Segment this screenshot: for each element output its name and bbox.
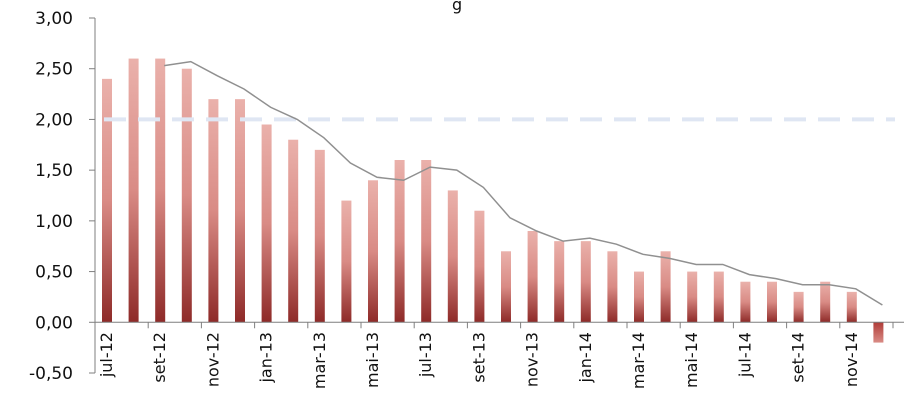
- y-tick-label: 3,00: [35, 9, 73, 29]
- bar: [767, 281, 777, 323]
- bar: [341, 200, 352, 323]
- x-tick-label: nov-12: [203, 332, 222, 387]
- x-tick-label: set-12: [150, 332, 169, 383]
- bar: [554, 241, 565, 323]
- bar: [314, 149, 325, 323]
- bar: [820, 281, 831, 323]
- bar: [208, 99, 219, 323]
- bar: [740, 281, 751, 323]
- bar: [394, 160, 405, 323]
- y-tick-label: 0,00: [35, 313, 73, 333]
- x-tick-label: mai-13: [363, 332, 382, 388]
- x-tick-label: set-14: [789, 332, 808, 383]
- bar: [873, 322, 884, 343]
- x-tick-label: jan-13: [257, 332, 276, 384]
- bar: [846, 291, 857, 323]
- x-tick-label: jan-14: [576, 332, 595, 384]
- bar: [793, 291, 804, 323]
- x-tick-label: jul-12: [97, 332, 116, 378]
- bar: [713, 271, 724, 323]
- y-tick-label: 1,00: [35, 212, 73, 232]
- x-tick-label: nov-14: [842, 332, 861, 387]
- x-tick-label: mai-14: [682, 332, 701, 388]
- trend-line: [164, 60, 883, 306]
- bar: [607, 251, 618, 323]
- y-tick-label: 1,50: [35, 161, 73, 181]
- bar: [261, 124, 272, 323]
- bar: [660, 251, 671, 323]
- bar: [128, 58, 139, 323]
- bar: [288, 139, 299, 323]
- bar: [687, 271, 698, 323]
- y-tick-label: 0,50: [35, 263, 73, 283]
- bar: [421, 160, 432, 323]
- x-tick-label: nov-13: [523, 332, 542, 387]
- y-tick-label: 2,00: [35, 110, 73, 130]
- x-tick-label: jul-14: [735, 332, 754, 378]
- bar: [102, 78, 112, 323]
- y-tick-label: -0,50: [29, 364, 73, 384]
- y-tick-label: 2,50: [35, 60, 73, 80]
- bar: [501, 251, 511, 323]
- plot-area: 3,00 2,50 2,00 1,50 1,00 0,50 0,00 -0,50 jul-12 s…: [29, 9, 904, 389]
- bar: [580, 241, 591, 323]
- bar: [527, 231, 538, 323]
- bar: [235, 99, 245, 323]
- bar: [155, 58, 166, 323]
- bar: [447, 190, 458, 323]
- bar: [634, 271, 644, 323]
- bar: [368, 180, 378, 323]
- x-tick-label: set-13: [469, 332, 488, 383]
- x-tick-label: mar-14: [629, 332, 648, 389]
- x-tick-label: jul-13: [416, 332, 435, 378]
- bar: [181, 68, 192, 323]
- x-tick-label: mar-13: [310, 332, 329, 389]
- chart-title-fragment: g: [452, 0, 462, 14]
- bar: [474, 210, 485, 323]
